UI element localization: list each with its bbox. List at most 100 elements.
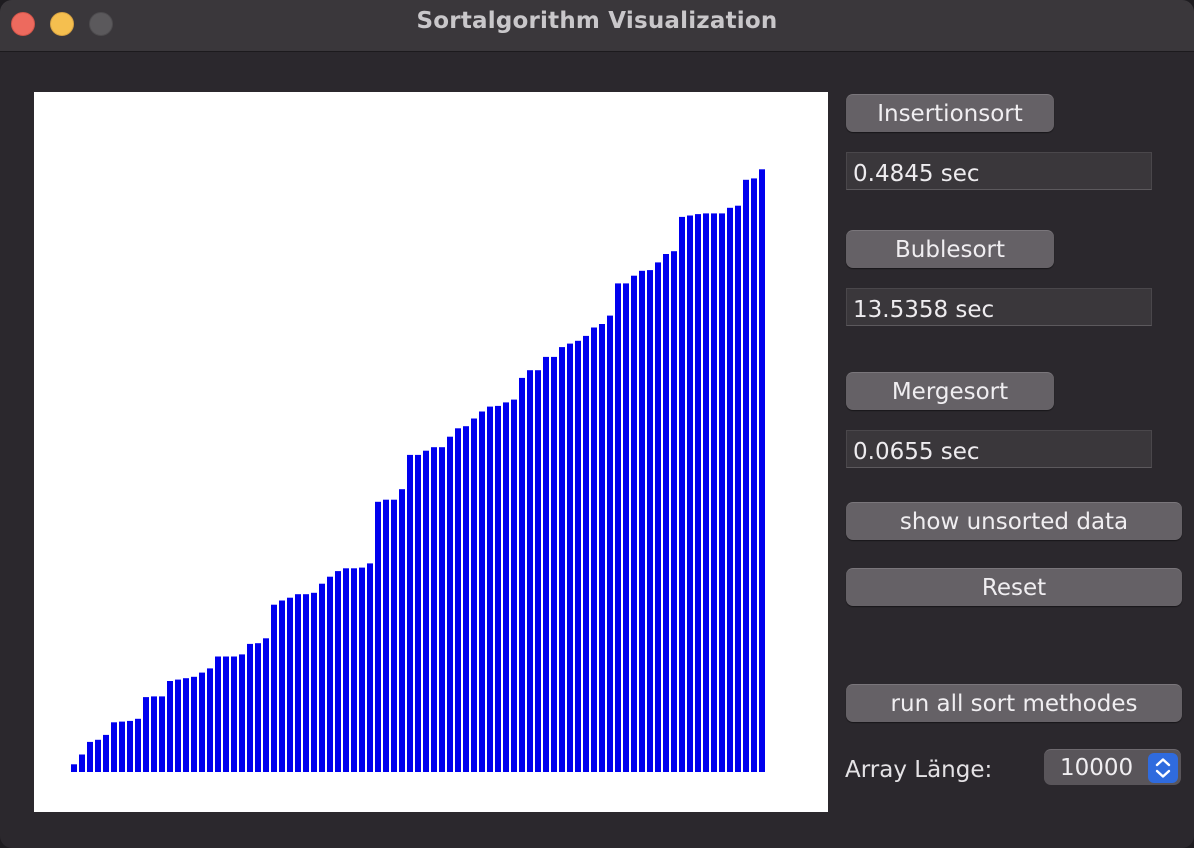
data-bar [399, 489, 405, 772]
data-bar [455, 428, 461, 772]
data-bar [471, 418, 477, 772]
bublesort-time-field[interactable]: 13.5358 sec [846, 288, 1152, 326]
data-bar [319, 583, 325, 772]
data-bar [143, 697, 149, 772]
data-bar [695, 214, 701, 773]
data-bar [527, 370, 533, 772]
insertionsort-time-field[interactable]: 0.4845 sec [846, 152, 1152, 190]
data-bar [271, 604, 277, 772]
run-all-sort-methods-button[interactable]: run all sort methodes [846, 684, 1182, 722]
data-bar [391, 499, 397, 772]
data-bar [167, 681, 173, 772]
array-length-label: Array Länge: [845, 757, 993, 783]
data-bar [543, 356, 549, 772]
data-bar [679, 216, 685, 772]
data-bar [87, 741, 93, 772]
bublesort-button[interactable]: Bublesort [846, 230, 1054, 268]
data-bar [479, 411, 485, 772]
data-bar [223, 656, 229, 772]
data-bar [175, 679, 181, 772]
data-bar [503, 402, 509, 772]
data-bar [231, 656, 237, 772]
data-bar [487, 406, 493, 772]
close-window-button[interactable] [11, 12, 35, 36]
data-bar [95, 739, 101, 772]
data-bar [615, 283, 621, 772]
data-bar [79, 754, 85, 772]
data-bar [423, 450, 429, 772]
data-bar [727, 207, 733, 773]
data-bar [359, 567, 365, 772]
data-bar [151, 696, 157, 772]
maximize-window-button[interactable] [89, 12, 113, 36]
data-bar [639, 270, 645, 772]
data-bar [735, 205, 741, 772]
data-bar [759, 169, 765, 773]
data-bar [551, 356, 557, 772]
data-bar [591, 327, 597, 772]
reset-button[interactable]: Reset [846, 568, 1182, 606]
data-bar [711, 213, 717, 772]
array-length-stepper[interactable]: 10000 [1044, 749, 1181, 785]
mergesort-time-field[interactable]: 0.0655 sec [846, 430, 1152, 468]
data-bar [431, 447, 437, 772]
data-bar [383, 499, 389, 772]
data-bar [375, 501, 381, 772]
data-bar [279, 600, 285, 772]
data-bar [183, 678, 189, 772]
mergesort-button[interactable]: Mergesort [846, 372, 1054, 410]
show-unsorted-data-button[interactable]: show unsorted data [846, 502, 1182, 540]
data-bar [743, 179, 749, 773]
data-bar [327, 576, 333, 772]
data-bar [159, 696, 165, 772]
data-bar [239, 654, 245, 772]
data-bar [647, 270, 653, 772]
data-bar [303, 594, 309, 772]
data-bar [295, 594, 301, 772]
data-bar [351, 568, 357, 772]
window-title: Sortalgorithm Visualization [416, 8, 778, 34]
data-bar [567, 343, 573, 772]
data-bar [655, 262, 661, 772]
data-bar [407, 454, 413, 772]
data-bar [447, 436, 453, 772]
data-bar [599, 324, 605, 772]
data-bar [415, 454, 421, 772]
data-bar [119, 721, 125, 772]
data-bar [751, 178, 757, 772]
bar-chart [71, 169, 765, 773]
data-bar [343, 568, 349, 772]
data-bar [255, 643, 261, 772]
data-bar [247, 643, 253, 772]
data-bar [335, 571, 341, 772]
data-bar [687, 215, 693, 772]
data-bar [583, 335, 589, 772]
data-bar [623, 283, 629, 772]
chevron-up-down-icon[interactable] [1148, 753, 1178, 783]
data-bar [463, 426, 469, 772]
minimize-window-button[interactable] [50, 12, 74, 36]
data-bar [671, 251, 677, 772]
data-bar [495, 405, 501, 772]
data-bar [127, 720, 133, 772]
data-bar [199, 672, 205, 772]
data-bar [511, 399, 517, 772]
array-length-value: 10000 [1060, 755, 1134, 781]
title-bar: Sortalgorithm Visualization [0, 0, 1194, 52]
data-bar [559, 347, 565, 772]
data-bar [535, 370, 541, 772]
visualization-canvas [34, 92, 828, 812]
insertionsort-button[interactable]: Insertionsort [846, 94, 1054, 132]
data-bar [519, 377, 525, 772]
data-bar [719, 213, 725, 772]
data-bar [191, 676, 197, 772]
data-bar [663, 254, 669, 772]
data-bar [207, 668, 213, 772]
data-bar [263, 638, 269, 772]
data-bar [215, 656, 221, 772]
data-bar [607, 315, 613, 772]
data-bar [135, 718, 141, 772]
data-bar [111, 722, 117, 772]
data-bar [575, 340, 581, 772]
